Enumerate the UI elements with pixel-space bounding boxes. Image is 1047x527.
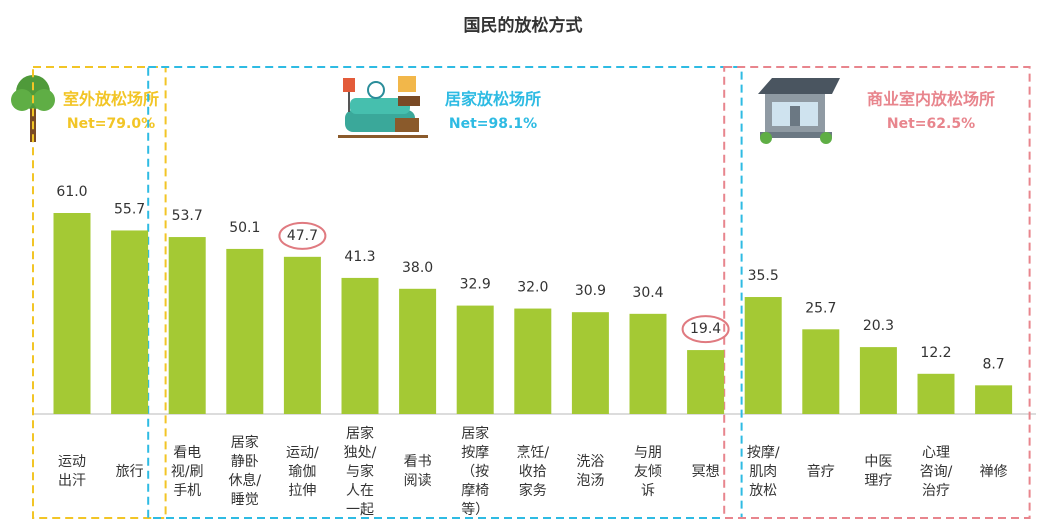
category-label: 禅修: [979, 463, 1008, 480]
value-label: 30.4: [632, 285, 663, 301]
building-icon: [758, 78, 840, 144]
value-label: 55.7: [114, 201, 145, 217]
category-label: 居家 独处/ 与家 人在 一起: [343, 425, 377, 518]
value-label: 30.9: [575, 283, 606, 299]
highlight-circle: [681, 315, 730, 344]
category-label: 看电 视/刷 手机: [170, 444, 204, 499]
sofa-icon: [338, 76, 428, 138]
category-label: 洗浴 泡汤: [576, 454, 605, 489]
bar: [283, 256, 321, 414]
category-label: 旅行: [115, 463, 144, 480]
group-title: 室外放松场所: [63, 90, 159, 109]
group-title: 商业室内放松场所: [867, 90, 995, 109]
value-label: 8.7: [982, 356, 1004, 372]
bar: [399, 288, 437, 414]
category-label: 看书 阅读: [403, 454, 432, 489]
category-label: 运动 出汗: [58, 454, 86, 489]
group-box: [723, 66, 1031, 519]
value-label: 20.3: [863, 318, 894, 334]
bar: [802, 329, 840, 414]
value-label: 61.0: [56, 184, 87, 200]
value-label: 38.0: [402, 260, 433, 276]
bar: [168, 237, 206, 414]
bar: [341, 277, 379, 414]
category-label: 居家 按摩 （按 摩椅 等）: [461, 425, 490, 518]
group-box: [147, 66, 743, 519]
bar: [917, 373, 955, 414]
value-label: 32.0: [517, 280, 548, 296]
group-net: Net=79.0%: [67, 116, 155, 132]
category-label: 冥想: [691, 463, 720, 480]
bar: [744, 297, 782, 414]
value-label: 32.9: [460, 277, 491, 293]
tree-icon: [11, 75, 55, 142]
chart-title: 国民的放松方式: [464, 15, 583, 36]
bar: [975, 385, 1013, 414]
value-label: 41.3: [344, 249, 375, 265]
bar: [859, 347, 897, 414]
value-label: 50.1: [229, 220, 260, 236]
bar: [514, 308, 552, 414]
value-label: 25.7: [805, 300, 836, 316]
bar: [629, 313, 667, 414]
highlight-circle: [278, 221, 327, 250]
category-label: 烹饪/ 收拾 家务: [516, 444, 550, 499]
group-title: 居家放松场所: [445, 90, 541, 109]
bar: [456, 305, 494, 414]
value-label: 47.7: [287, 228, 318, 244]
group-net: Net=98.1%: [449, 116, 537, 132]
value-label: 53.7: [172, 208, 203, 224]
value-label: 35.5: [748, 268, 779, 284]
category-label: 居家 静卧 休息/ 睡觉: [228, 435, 262, 508]
category-label: 中医 理疗: [864, 454, 893, 489]
value-label: 19.4: [690, 321, 721, 337]
group-net: Net=62.5%: [887, 116, 975, 132]
category-label: 运动/ 瑜伽 拉伸: [286, 444, 319, 499]
bar: [687, 350, 725, 414]
group-box: [32, 66, 167, 519]
bar: [226, 248, 264, 414]
category-label: 按摩/ 肌肉 放松: [746, 444, 780, 499]
category-label: 音疗: [806, 463, 835, 480]
bar: [111, 230, 149, 414]
category-label: 与朋 友倾 诉: [634, 444, 662, 499]
bar: [53, 213, 91, 414]
value-label: 12.2: [920, 345, 951, 361]
category-label: 心理 咨询/ 治疗: [919, 444, 953, 499]
bar: [571, 312, 609, 414]
